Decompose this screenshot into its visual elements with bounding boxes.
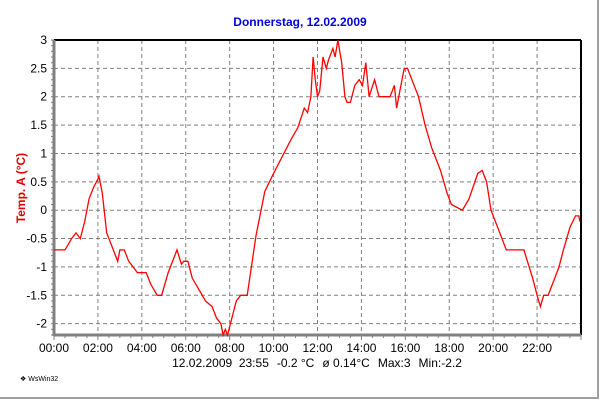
y-tick-label: -1.5 [26,288,47,302]
brand-text: WsWin32 [28,376,59,383]
x-tick-label: 18:00 [434,341,464,355]
footer-min: Min:-2.2 [418,356,462,370]
y-tick-label: 0.5 [30,175,47,189]
y-tick-label: 2 [40,90,47,104]
footer-average: ø 0.14°C [322,356,370,370]
y-tick-label: -0.5 [26,232,47,246]
footer-max: Max:3 [377,356,411,370]
x-tick-label: 22:00 [522,341,552,355]
x-tick-label: 10:00 [259,341,289,355]
y-tick-label: 0 [40,203,47,217]
x-tick-label: 00:00 [39,341,69,355]
footer-current: -0.2 °C [276,356,315,370]
y-tick-label: -1 [36,260,47,274]
x-tick-label: 04:00 [127,341,157,355]
brand-logo: ❖ WsWin32 [20,376,59,383]
footer-summary: 12.02.2009 23:55 -0.2 °C ø 0.14°C Max:3 Min:… [0,356,600,370]
x-tick-label: 16:00 [390,341,420,355]
x-tick-label: 02:00 [83,341,113,355]
x-tick-label: 08:00 [215,341,245,355]
footer-datetime: 12.02.2009 23:55 [172,356,269,370]
y-tick-label: 2.5 [30,61,47,75]
x-tick-label: 12:00 [302,341,332,355]
y-tick-label: 1 [40,146,47,160]
y-tick-label: 3 [40,33,47,47]
y-tick-label: -2 [36,317,47,331]
temperature-line [54,39,581,338]
x-tick-label: 06:00 [171,341,201,355]
x-tick-label: 20:00 [478,341,508,355]
x-tick-label: 14:00 [346,341,376,355]
y-tick-label: 1.5 [30,118,47,132]
chart-title: Donnerstag, 12.02.2009 [233,15,367,29]
